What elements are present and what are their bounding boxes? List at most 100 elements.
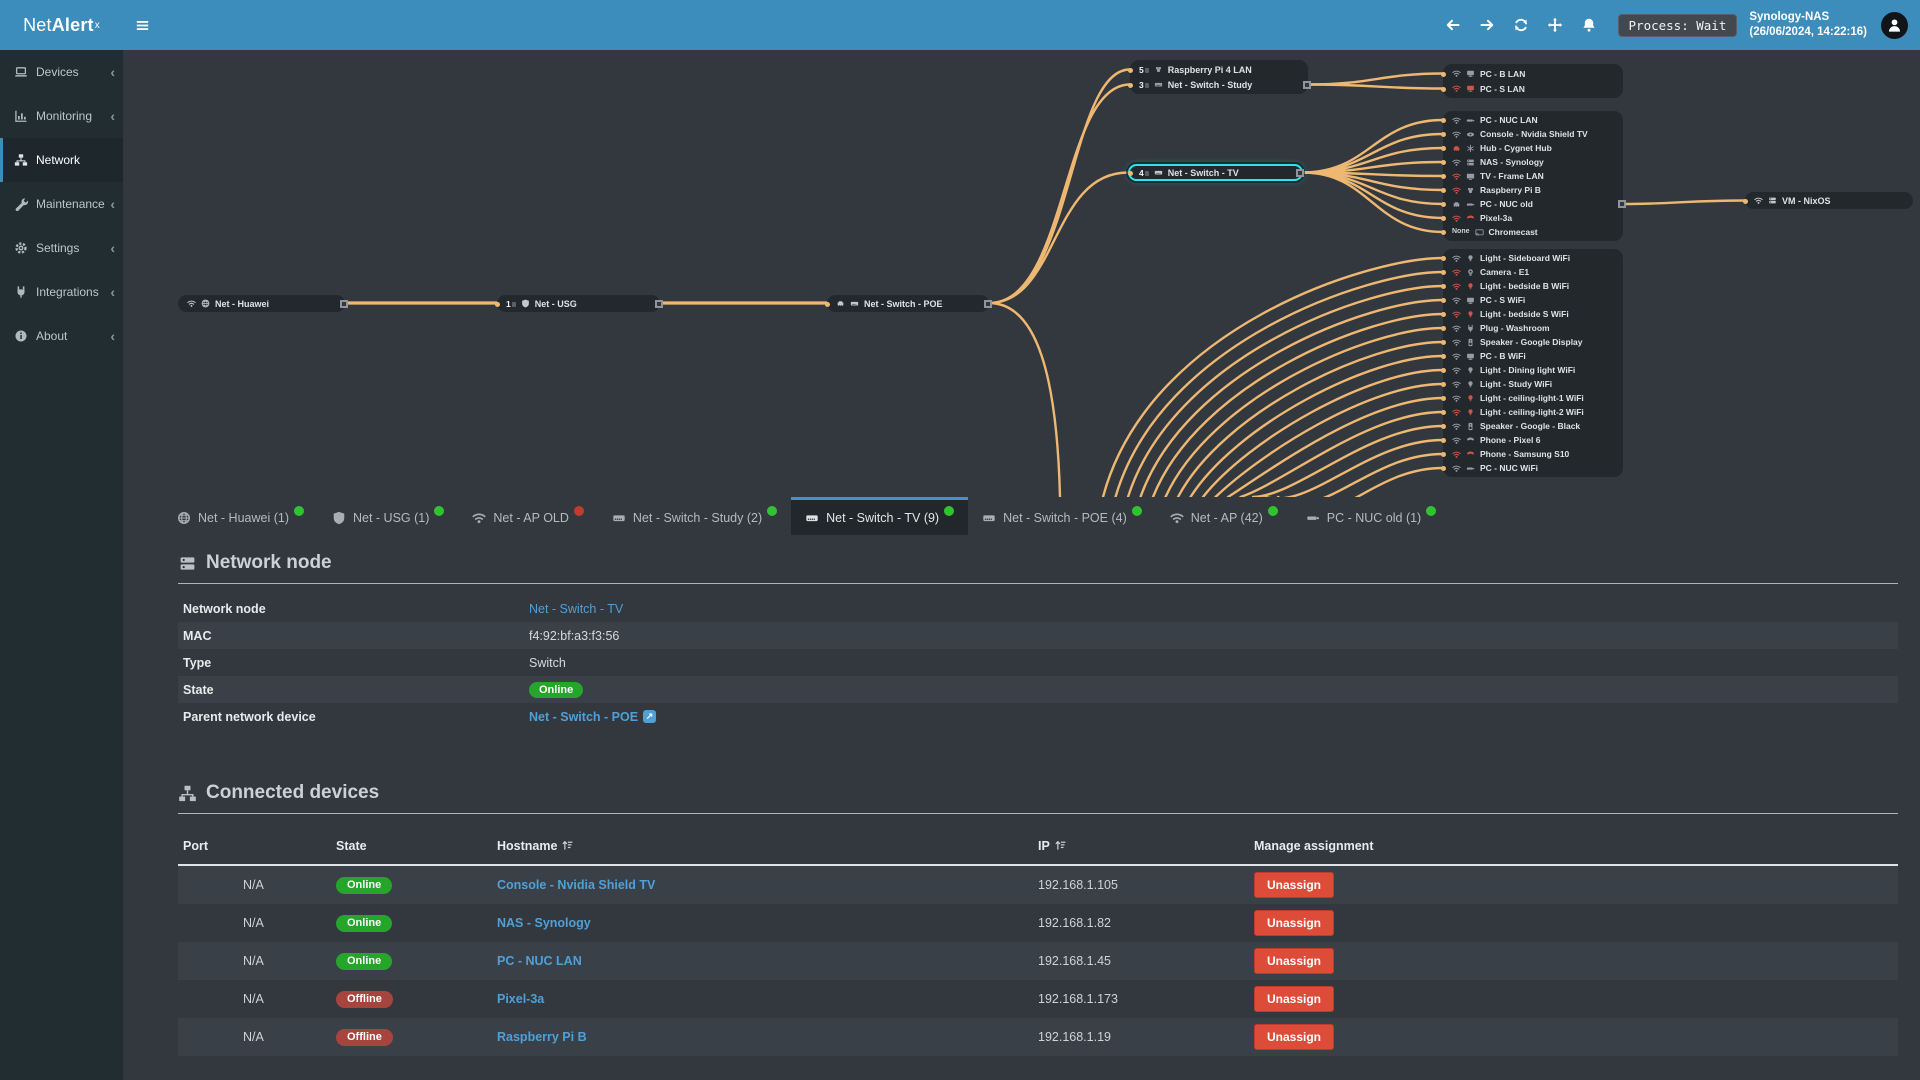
- network-node-section-title: Network node: [178, 552, 1898, 574]
- cluster-wifi-devices[interactable]: Light - Sideboard WiFi Camera - E1 Light…: [1441, 249, 1623, 477]
- cluster-lan-top[interactable]: PC - B LAN PC - S LAN: [1441, 64, 1623, 98]
- connection-icon: [1452, 268, 1461, 277]
- node-tab[interactable]: Net - AP (42): [1156, 497, 1292, 535]
- sidebar-item-icon: [14, 109, 28, 123]
- column-header-ip[interactable]: IP: [1038, 839, 1254, 853]
- topology-device-row[interactable]: PC - NUC WiFi: [1441, 461, 1623, 475]
- hostname-link[interactable]: PC - NUC LAN: [497, 954, 582, 968]
- device-type-icon: [1466, 144, 1475, 153]
- node-tab[interactable]: Net - Switch - TV (9): [791, 497, 969, 535]
- notifications-bell-icon[interactable]: [1576, 12, 1602, 38]
- sidebar-item-icon: [14, 285, 28, 299]
- topology-device-row[interactable]: None Chromecast: [1441, 225, 1623, 239]
- node-tab[interactable]: Net - Switch - Study (2): [598, 497, 791, 535]
- topology-device-row[interactable]: PC - NUC LAN: [1441, 113, 1623, 127]
- device-type-icon: [1466, 158, 1475, 167]
- menu-toggle-icon[interactable]: [125, 0, 159, 50]
- sidebar-item[interactable]: Integrations ‹: [0, 270, 123, 314]
- unassign-button[interactable]: Unassign: [1254, 986, 1335, 1012]
- topology-device-row[interactable]: 3 Net - Switch - Study: [1128, 77, 1311, 92]
- hostname-link[interactable]: Raspberry Pi B: [497, 1030, 587, 1044]
- node-tab[interactable]: Net - Switch - POE (4): [968, 497, 1156, 535]
- unassign-button[interactable]: Unassign: [1254, 910, 1335, 936]
- server-icon: [1768, 196, 1777, 205]
- topology-device-row[interactable]: Light - ceiling-light-2 WiFi: [1441, 405, 1623, 419]
- node-vm-nixos[interactable]: VM - NixOS: [1743, 192, 1913, 209]
- detail-value[interactable]: f4:92:bf:a3:f3:56: [529, 628, 620, 643]
- port-cell: N/A: [243, 1030, 264, 1044]
- detail-value[interactable]: Net - Switch - TV: [529, 601, 624, 616]
- node-net-usg[interactable]: 1 Net - USG: [495, 295, 663, 312]
- sidebar-item[interactable]: About ‹: [0, 314, 123, 358]
- topology-device-row[interactable]: Light - Dining light WiFi: [1441, 363, 1623, 377]
- cluster-switch-tv-devices[interactable]: PC - NUC LAN Console - Nvidia Shield TV …: [1441, 111, 1626, 241]
- topology-device-row[interactable]: PC - S LAN: [1441, 81, 1623, 96]
- chevron-left-icon: ‹: [110, 240, 115, 256]
- topology-device-row[interactable]: NAS - Synology: [1441, 155, 1623, 169]
- nav-back-icon[interactable]: [1440, 12, 1466, 38]
- topology-device-row[interactable]: Plug - Washroom: [1441, 321, 1623, 335]
- topology-device-row[interactable]: TV - Frame LAN: [1441, 169, 1623, 183]
- unassign-button[interactable]: Unassign: [1254, 948, 1335, 974]
- app-logo[interactable]: Net Alert x: [0, 0, 123, 50]
- topology-device-row[interactable]: Light - Sideboard WiFi: [1441, 251, 1623, 265]
- topology-device-row[interactable]: Light - bedside B WiFi: [1441, 279, 1623, 293]
- status-dot: [434, 505, 445, 516]
- detail-value[interactable]: Online: [529, 681, 584, 698]
- sort-icon[interactable]: [1054, 839, 1067, 851]
- topology-device-row[interactable]: Light - bedside S WiFi: [1441, 307, 1623, 321]
- unassign-button[interactable]: Unassign: [1254, 1024, 1335, 1050]
- node-net-switch-poe[interactable]: Net - Switch - POE: [825, 295, 992, 312]
- node-net-switch-tv-selected[interactable]: 4 Net - Switch - TV: [1128, 164, 1304, 181]
- topology-device-row[interactable]: Light - Study WiFi: [1441, 377, 1623, 391]
- topology-device-row[interactable]: PC - B WiFi: [1441, 349, 1623, 363]
- node-tab[interactable]: Net - AP OLD: [458, 497, 598, 535]
- detail-value[interactable]: Switch: [529, 655, 566, 670]
- topology-device-row[interactable]: Camera - E1: [1441, 265, 1623, 279]
- cluster-study[interactable]: 5 Raspberry Pi 4 LAN 3 Net - Switch - St…: [1128, 60, 1311, 94]
- topology-device-row[interactable]: PC - S WiFi: [1441, 293, 1623, 307]
- sort-icon[interactable]: [561, 839, 574, 851]
- topology-device-row[interactable]: 5 Raspberry Pi 4 LAN: [1128, 62, 1308, 77]
- topology-device-row[interactable]: Phone - Samsung S10: [1441, 447, 1623, 461]
- move-pan-icon[interactable]: [1542, 12, 1568, 38]
- external-link-icon[interactable]: ↗: [643, 710, 657, 723]
- sidebar-item[interactable]: Settings ‹: [0, 226, 123, 270]
- device-label: Light - bedside S WiFi: [1480, 309, 1569, 319]
- connector-dot: [1441, 256, 1446, 261]
- ethernet-icon: [836, 299, 845, 308]
- topology-device-row[interactable]: Speaker - Google Display: [1441, 335, 1623, 349]
- topology-device-row[interactable]: Light - ceiling-light-1 WiFi: [1441, 391, 1623, 405]
- device-type-icon: [1466, 352, 1475, 361]
- device-label: PC - B WiFi: [1480, 351, 1526, 361]
- node-tab[interactable]: PC - NUC old (1): [1292, 497, 1450, 535]
- topology-device-row[interactable]: Phone - Pixel 6: [1441, 433, 1623, 447]
- hostname-link[interactable]: Console - Nvidia Shield TV: [497, 878, 656, 892]
- topology-device-row[interactable]: Console - Nvidia Shield TV: [1441, 127, 1623, 141]
- topology-device-row[interactable]: Speaker - Google - Black: [1441, 419, 1623, 433]
- sidebar-item[interactable]: Maintenance ‹: [0, 182, 123, 226]
- topology-device-row[interactable]: PC - B LAN: [1441, 66, 1623, 81]
- detail-value[interactable]: Net - Switch - POE: [529, 709, 639, 724]
- column-header-port[interactable]: Port: [183, 839, 208, 853]
- hostname-link[interactable]: NAS - Synology: [497, 916, 591, 930]
- sidebar-item[interactable]: Network: [0, 138, 123, 182]
- nav-forward-icon[interactable]: [1474, 12, 1500, 38]
- node-tab[interactable]: Net - USG (1): [318, 497, 458, 535]
- topology-device-row[interactable]: Raspberry Pi B: [1441, 183, 1623, 197]
- user-avatar[interactable]: [1881, 11, 1908, 39]
- topology-device-row[interactable]: PC - NUC old: [1441, 197, 1626, 211]
- sidebar-item[interactable]: Monitoring ‹: [0, 94, 123, 138]
- process-status-badge[interactable]: Process: Wait: [1617, 13, 1738, 37]
- refresh-icon[interactable]: [1508, 12, 1534, 38]
- unassign-button[interactable]: Unassign: [1254, 872, 1335, 898]
- topology-device-row[interactable]: Pixel-3a: [1441, 211, 1623, 225]
- node-net-huawei[interactable]: Net - Huawei: [178, 295, 348, 312]
- hostname-link[interactable]: Pixel-3a: [497, 992, 545, 1006]
- network-topology[interactable]: Net - Huawei 1 Net - USG Net - Switch - …: [123, 50, 1920, 497]
- topology-device-row[interactable]: Hub - Cygnet Hub: [1441, 141, 1623, 155]
- sidebar-item[interactable]: Devices ‹: [0, 50, 123, 94]
- node-tab[interactable]: Net - Huawei (1): [163, 497, 318, 535]
- column-header-state[interactable]: State: [336, 839, 367, 853]
- column-header-hostname[interactable]: Hostname: [497, 839, 1038, 853]
